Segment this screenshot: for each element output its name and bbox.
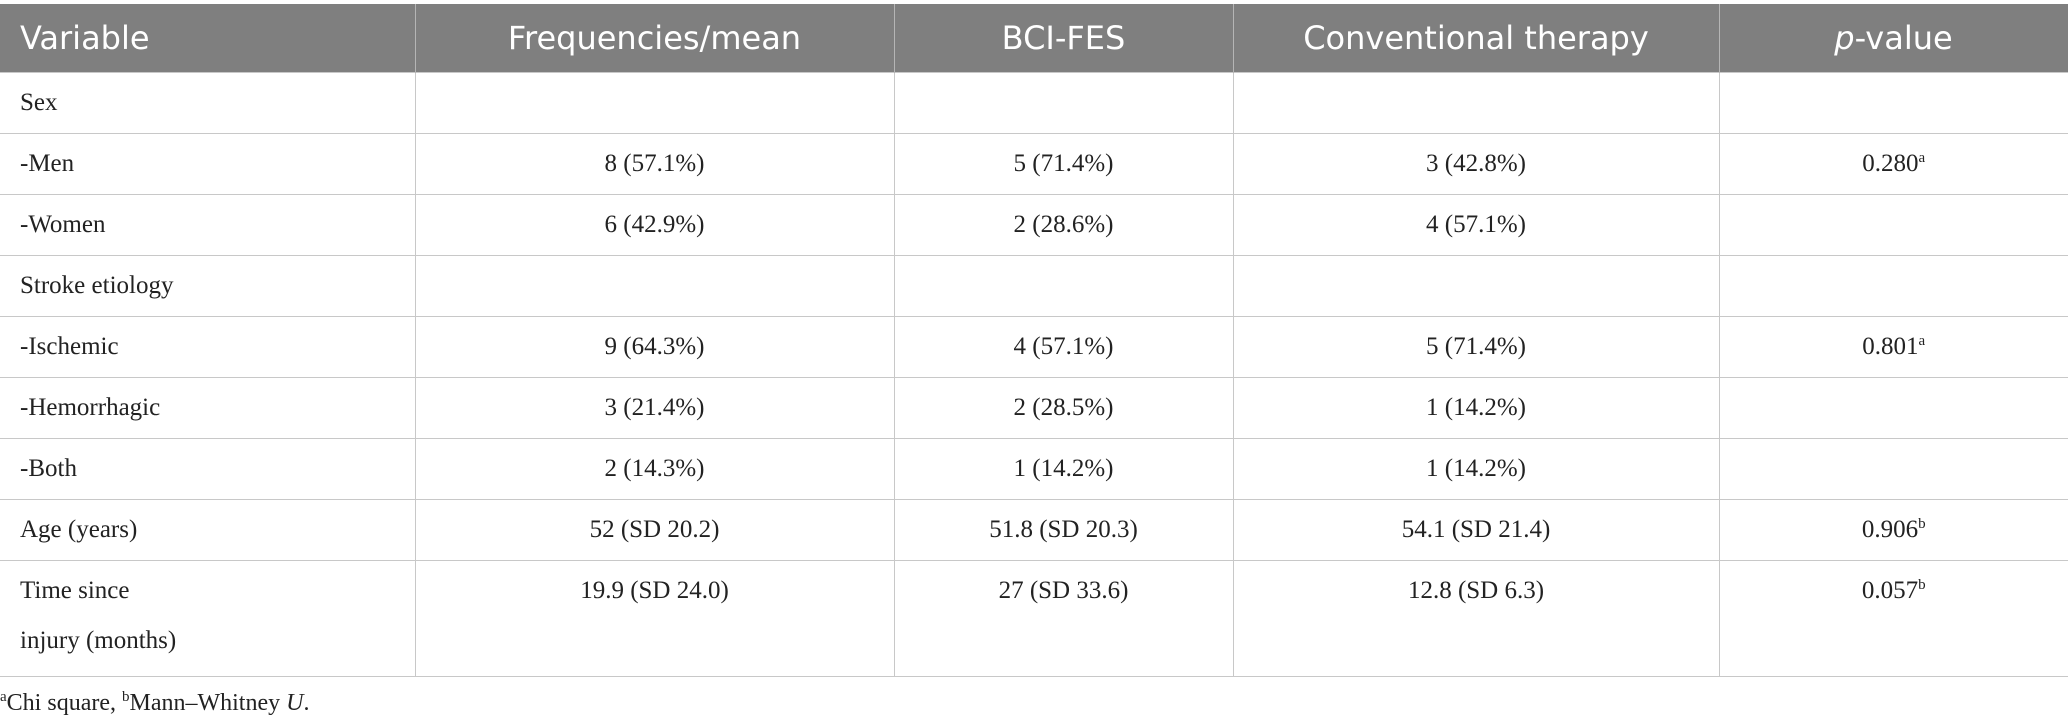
footnote: aChi square, bMann–Whitney U. [0, 690, 309, 717]
value-cell: 9 (64.3%) [414, 316, 895, 378]
value-cell: 1 (14.2%) [893, 438, 1234, 500]
value-cell [893, 72, 1234, 134]
footnote-mark: b [121, 689, 130, 705]
variable-cell: Time since injury (months) [0, 560, 416, 677]
footnote-mark: a [1918, 333, 1926, 349]
variable-label: -Women [20, 211, 106, 238]
value-cell: 2 (14.3%) [414, 438, 895, 500]
value-cell: 4 (57.1%) [893, 316, 1234, 378]
value-cell: 51.8 (SD 20.3) [893, 499, 1234, 561]
value-cell [414, 72, 895, 134]
header-cell: BCI-FES [894, 4, 1234, 73]
value-cell: 52 (SD 20.2) [414, 499, 895, 561]
table-row: Age (years) 52 (SD 20.2) 51.8 (SD 20.3) 54.… [0, 499, 2068, 561]
value-cell: 3 (42.8%) [1232, 133, 1720, 195]
value-cell: 5 (71.4%) [893, 133, 1234, 195]
table-row: -Men 8 (57.1%) 5 (71.4%) 3 (42.8%) 0.280a [0, 133, 2068, 195]
value-cell: 4 (57.1%) [1232, 194, 1720, 256]
p-value: 0.801 [1862, 333, 1919, 360]
table-body: Sex -Men 8 (57.1%) 5 (71.4%) 3 (42.8%) 0.280a… [0, 72, 2068, 677]
variable-label: Age (years) [20, 516, 138, 543]
variable-cell: -Women [0, 194, 416, 256]
variable-cell: -Hemorrhagic [0, 377, 416, 439]
value-cell: 1 (14.2%) [1232, 377, 1720, 439]
value-cell: 0.057b [1718, 560, 2068, 677]
value-cell [1718, 72, 2068, 134]
footnote-mark: b [1918, 577, 1926, 593]
value-cell: 5 (71.4%) [1232, 316, 1720, 378]
header-cell: Frequencies/mean [415, 4, 895, 73]
variable-label: -Both [20, 455, 77, 482]
variable-label: -Hemorrhagic [20, 394, 161, 421]
variable-label: Sex [20, 89, 58, 116]
header-cell: Conventional therapy [1233, 4, 1720, 73]
header-row: Variable Frequencies/mean BCI-FES Conventio… [0, 4, 2068, 73]
variable-cell: -Men [0, 133, 416, 195]
variable-label: -Men [20, 150, 75, 177]
value-cell: 27 (SD 33.6) [893, 560, 1234, 677]
table-row: Stroke etiology [0, 255, 2068, 317]
value-cell [1232, 255, 1720, 317]
variable-label: Stroke etiology [20, 272, 174, 299]
variable-label: Time since [20, 577, 130, 604]
variable-cell: Stroke etiology [0, 255, 416, 317]
variable-cell: Age (years) [0, 499, 416, 561]
value-cell: 0.906b [1718, 499, 2068, 561]
p-value: 0.906 [1861, 516, 1919, 543]
variable-label: injury (months) [20, 627, 177, 654]
value-cell: 6 (42.9%) [414, 194, 895, 256]
variable-cell: -Ischemic [0, 316, 416, 378]
header-text: -value [1854, 19, 1953, 57]
table-row: -Ischemic 9 (64.3%) 4 (57.1%) 5 (71.4%) 0.80… [0, 316, 2068, 378]
footnote-text: Chi square, [6, 690, 122, 716]
header-cell: Variable [0, 4, 416, 73]
value-cell: 12.8 (SD 6.3) [1232, 560, 1720, 677]
footnote-mark: a [0, 689, 7, 705]
header-italic: p [1834, 19, 1855, 57]
value-cell [1718, 438, 2068, 500]
value-cell [1718, 377, 2068, 439]
value-cell [893, 255, 1234, 317]
value-cell [414, 255, 895, 317]
variable-cell: -Both [0, 438, 416, 500]
variable-label: -Ischemic [20, 333, 119, 360]
value-cell: 3 (21.4%) [414, 377, 895, 439]
table-row: Sex [0, 72, 2068, 134]
footnote-text: Mann–Whitney [129, 690, 287, 716]
value-cell [1232, 72, 1720, 134]
footnote-mark: a [1918, 150, 1926, 166]
table-row: Time since injury (months) 19.9 (SD 24.0) 2… [0, 560, 2068, 677]
data-table: Variable Frequencies/mean BCI-FES Conventio… [0, 4, 2068, 677]
p-value: 0.280 [1862, 150, 1919, 177]
footnote-mark: b [1918, 516, 1926, 532]
table-row: -Hemorrhagic 3 (21.4%) 2 (28.5%) 1 (14.2%) [0, 377, 2068, 439]
value-cell: 0.280a [1718, 133, 2068, 195]
value-cell [1718, 255, 2068, 317]
footnote-italic: U [286, 690, 304, 716]
value-cell [1718, 194, 2068, 256]
value-cell: 1 (14.2%) [1232, 438, 1720, 500]
variable-cell: Sex [0, 72, 416, 134]
value-cell: 54.1 (SD 21.4) [1232, 499, 1720, 561]
header-cell: p-value [1719, 4, 2068, 73]
table-row: -Women 6 (42.9%) 2 (28.6%) 4 (57.1%) [0, 194, 2068, 256]
p-value: 0.057 [1861, 577, 1919, 604]
value-cell: 19.9 (SD 24.0) [414, 560, 895, 677]
table-row: -Both 2 (14.3%) 1 (14.2%) 1 (14.2%) [0, 438, 2068, 500]
value-cell: 2 (28.5%) [893, 377, 1234, 439]
value-cell: 8 (57.1%) [414, 133, 895, 195]
footnote-text: . [303, 690, 310, 716]
value-cell: 2 (28.6%) [893, 194, 1234, 256]
value-cell: 0.801a [1718, 316, 2068, 378]
